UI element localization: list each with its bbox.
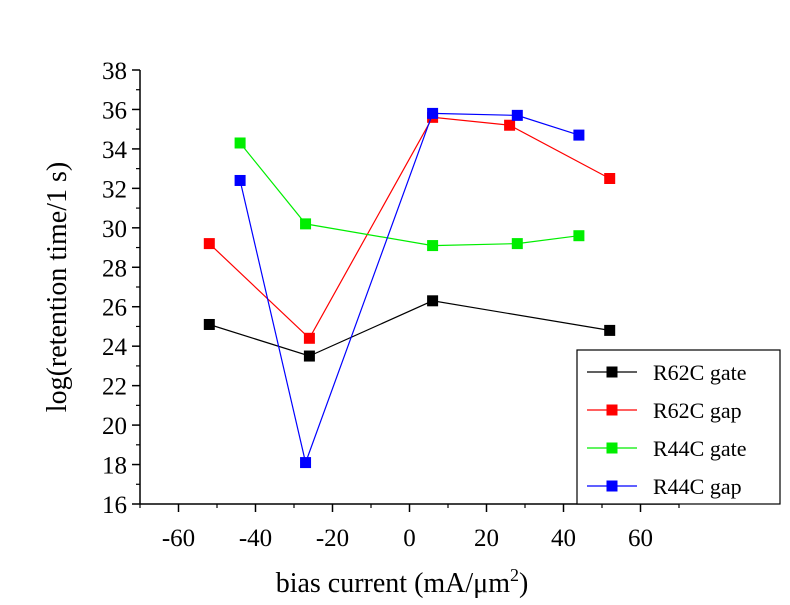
x-axis-label: bias current (mA/μm2) xyxy=(276,565,529,599)
data-point-r62c-gate xyxy=(604,324,616,336)
series-line-r62c-gate xyxy=(209,300,610,357)
y-tick-label: 34 xyxy=(102,137,128,164)
data-point-r62c-gap xyxy=(203,238,215,250)
data-point-r62c-gate xyxy=(427,295,439,307)
series-line-r44c-gap xyxy=(239,112,580,465)
y-tick-label: 20 xyxy=(102,413,127,440)
data-point-r44c-gate xyxy=(300,218,312,230)
y-tick-label: 22 xyxy=(102,374,127,401)
data-point-r62c-gap xyxy=(504,119,516,131)
legend-marker xyxy=(606,404,618,416)
x-tick-label: -20 xyxy=(316,525,349,552)
data-point-r44c-gate xyxy=(234,137,246,149)
data-point-r44c-gate xyxy=(573,230,585,242)
y-tick-label: 18 xyxy=(102,453,127,480)
x-axis-label-end: ) xyxy=(519,568,528,599)
x-tick-label: 40 xyxy=(551,525,576,552)
y-tick-label: 36 xyxy=(102,97,127,124)
y-tick-label: 30 xyxy=(102,216,127,243)
legend-label: R62C gate xyxy=(653,360,747,385)
x-tick-label: 20 xyxy=(474,525,499,552)
x-tick-label: -60 xyxy=(162,525,195,552)
legend-label: R44C gap xyxy=(653,474,742,499)
y-axis-label: log(retention time/1 s) xyxy=(42,162,73,412)
legend-label: R62C gap xyxy=(653,398,742,423)
legend-marker xyxy=(606,480,618,492)
x-tick-label: 60 xyxy=(628,525,653,552)
legend-label: R44C gate xyxy=(653,436,747,461)
y-tick-label: 32 xyxy=(102,176,127,203)
x-tick-label: 0 xyxy=(403,525,416,552)
series-layer xyxy=(203,107,616,469)
data-point-r44c-gate xyxy=(427,240,439,252)
data-point-r44c-gap xyxy=(511,109,523,121)
data-point-r62c-gate xyxy=(303,350,315,362)
data-point-r44c-gap xyxy=(234,174,246,186)
data-point-r62c-gap xyxy=(604,173,616,184)
legend-marker xyxy=(606,442,618,454)
data-point-r62c-gap xyxy=(303,332,315,344)
axes-frame: -60 -40 -20 0 20 40 60 16 18 20 22 24 26 28 30 32 34 36 38 xyxy=(102,58,680,552)
y-tick-label: 26 xyxy=(102,295,127,322)
data-point-r44c-gate xyxy=(511,238,523,250)
y-tick-label: 16 xyxy=(102,492,127,519)
x-axis-label-main: bias current (mA/μm xyxy=(276,568,511,599)
y-tick-label: 28 xyxy=(102,255,127,282)
legend-marker xyxy=(606,366,618,378)
data-point-r44c-gap xyxy=(573,129,585,141)
data-point-r44c-gap xyxy=(300,457,312,469)
x-tick-label: -40 xyxy=(239,525,272,552)
legend: R62C gate R62C gap R44C gate R44C gap xyxy=(576,349,781,505)
data-point-r62c-gate xyxy=(203,318,215,330)
data-point-r44c-gap xyxy=(427,107,439,119)
x-axis-label-superscript: 2 xyxy=(510,565,519,585)
y-tick-label: 38 xyxy=(102,58,127,85)
y-tick-label: 24 xyxy=(102,334,128,361)
